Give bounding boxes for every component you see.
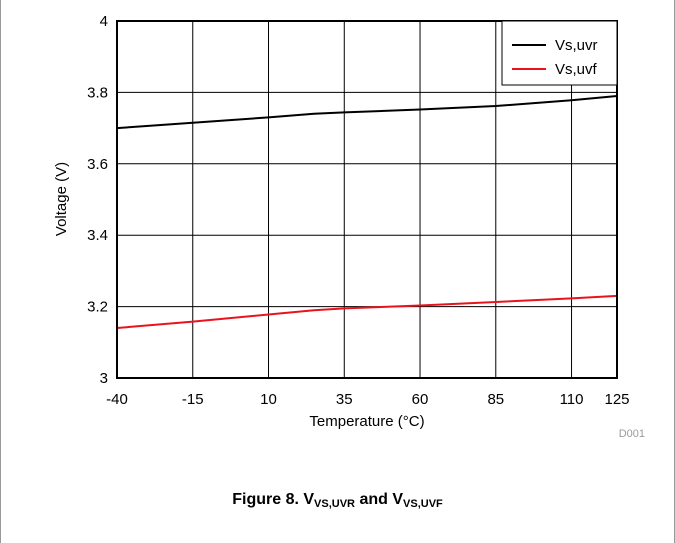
- caption-sub-uvf: VS,UVF: [403, 498, 443, 510]
- x-tick-label: 60: [412, 391, 429, 408]
- y-tick-label: 3.4: [87, 227, 108, 244]
- y-tick-label: 3.6: [87, 156, 108, 173]
- x-tick-label: 85: [487, 391, 504, 408]
- x-tick-label: 10: [260, 391, 277, 408]
- legend: Vs,uvr Vs,uvf: [501, 20, 618, 86]
- x-tick-label: -40: [106, 391, 128, 408]
- y-tick-labels: 3 3.2 3.4 3.6 3.8 4: [87, 13, 108, 387]
- x-tick-label: 125: [604, 391, 629, 408]
- x-tick-labels: -40 -15 10 35 60 85 110 125: [106, 391, 629, 408]
- y-tick-label: 4: [100, 13, 108, 30]
- y-tick-label: 3.8: [87, 84, 108, 101]
- y-tick-label: 3: [100, 370, 108, 387]
- plot-border: [116, 20, 618, 379]
- x-axis-label: Temperature (°C): [309, 413, 424, 430]
- x-tick-label: -15: [182, 391, 204, 408]
- series-line-vs-uvr: [116, 95, 618, 130]
- caption-sub-uvr: VS,UVR: [314, 498, 355, 510]
- x-tick-label: 35: [336, 391, 353, 408]
- y-tick-label: 3.2: [87, 299, 108, 316]
- series-lines: [116, 95, 618, 329]
- figure-caption: Figure 8. VVS,UVR and VVS,UVF: [0, 491, 675, 510]
- caption-middle: and V: [355, 491, 404, 508]
- legend-box: [501, 20, 618, 86]
- legend-label: Vs,uvf: [555, 61, 598, 78]
- x-tick-label: 110: [560, 391, 584, 408]
- chart-id-annotation: D001: [619, 428, 645, 440]
- y-axis-label: Voltage (V): [53, 162, 70, 236]
- legend-label: Vs,uvr: [555, 37, 598, 54]
- caption-prefix: Figure 8. V: [232, 491, 315, 508]
- series-line-vs-uvf: [116, 294, 618, 329]
- voltage-temperature-chart: -40 -15 10 35 60 85 110 125 3 3.2 3.4 3.6 3.8 4 Temp…: [53, 13, 645, 440]
